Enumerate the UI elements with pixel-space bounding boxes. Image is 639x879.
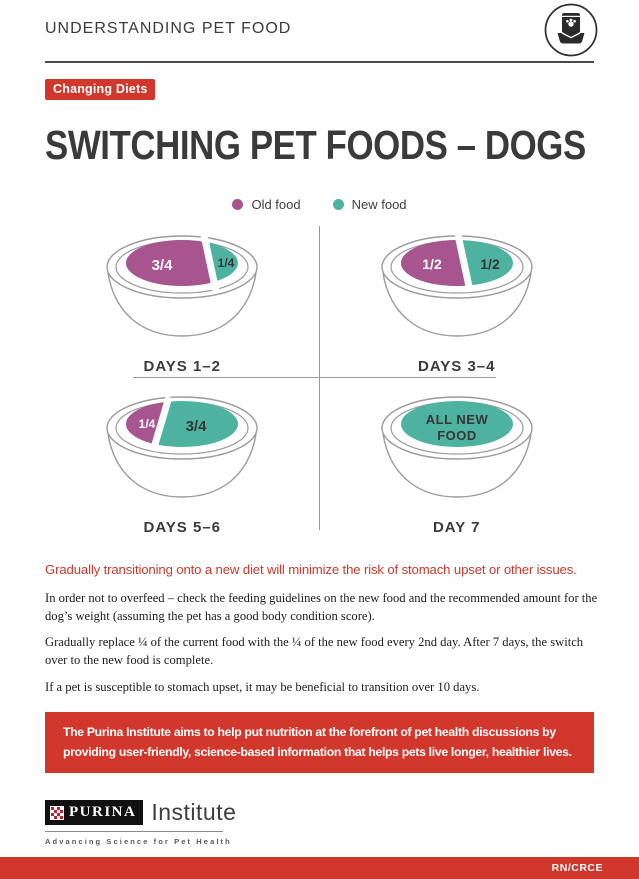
paragraph-susceptible: If a pet is susceptible to stomach upset… xyxy=(45,679,480,694)
lead-sentence: Gradually transitioning onto a new diet … xyxy=(45,562,577,577)
paragraph-overfeed: In order not to overfeed – check the fee… xyxy=(45,591,598,623)
all-new-food-line1: ALL NEW xyxy=(426,412,489,427)
bowl-diagram-grid: 3/4 1/4 DAYS 1–2 1/2 1/2 xyxy=(45,218,594,540)
bowl-illustration-day-7: ALL NEW FOOD xyxy=(381,396,533,498)
fraction-new: 1/2 xyxy=(480,256,500,272)
institute-wordmark: Institute xyxy=(151,799,237,825)
body-text: In order not to overfeed – check the fee… xyxy=(45,590,599,705)
purina-wordmark: PURINA xyxy=(69,804,137,820)
section-badge: Changing Diets xyxy=(45,79,156,100)
bottom-bar: RN/CRCE xyxy=(0,857,639,879)
fraction-old: 1/4 xyxy=(139,417,156,431)
legend-item-old-food: Old food xyxy=(232,197,301,212)
fraction-new: 1/4 xyxy=(218,256,235,270)
bowl-illustration-days-3-4: 1/2 1/2 xyxy=(381,234,533,337)
bowl-caption: DAYS 3–4 xyxy=(418,358,496,375)
old-food-dot-icon xyxy=(232,199,244,210)
header-divider xyxy=(45,61,594,63)
grid-divider-horizontal xyxy=(133,377,496,378)
purina-institute-callout: The Purina Institute aims to help put nu… xyxy=(45,712,594,774)
bowl-caption: DAYS 5–6 xyxy=(143,519,221,536)
fraction-old: 3/4 xyxy=(152,257,174,274)
grid-divider-vertical xyxy=(319,226,320,530)
page-title: SWITCHING PET FOODS – DOGS xyxy=(45,122,586,168)
purina-checkerboard-icon xyxy=(50,805,64,820)
legend: Old food New food xyxy=(0,197,639,212)
document-code: RN/CRCE xyxy=(551,862,603,874)
all-new-food-line2: FOOD xyxy=(437,428,477,443)
purina-institute-logo: PURINA Institute Advancing Science for P… xyxy=(45,799,236,846)
bowl-days-3-4: 1/2 1/2 DAYS 3–4 xyxy=(320,218,595,379)
pet-food-bag-and-bowl-icon xyxy=(544,3,598,57)
bowl-illustration-days-5-6: 1/4 3/4 xyxy=(106,396,258,498)
fraction-old: 1/2 xyxy=(422,256,442,272)
bowl-caption: DAYS 1–2 xyxy=(143,358,221,375)
header-title: UNDERSTANDING PET FOOD xyxy=(45,20,292,37)
bowl-day-7: ALL NEW FOOD DAY 7 xyxy=(320,379,595,540)
paragraph-replace: Gradually replace ¼ of the current food … xyxy=(45,635,584,668)
legend-label-new: New food xyxy=(351,197,407,212)
legend-label-old: Old food xyxy=(251,197,301,212)
brand-divider xyxy=(45,831,223,832)
legend-item-new-food: New food xyxy=(332,197,407,212)
brand-row: PURINA Institute xyxy=(45,799,236,826)
bowl-illustration-days-1-2: 3/4 1/4 xyxy=(106,234,258,337)
fraction-new: 3/4 xyxy=(186,418,208,435)
brand-tagline: Advancing Science for Pet Health xyxy=(45,837,232,846)
bowl-caption: DAY 7 xyxy=(432,519,481,536)
purina-logo-box: PURINA xyxy=(45,800,144,825)
bowl-days-1-2: 3/4 1/4 DAYS 1–2 xyxy=(45,218,320,379)
new-food-dot-icon xyxy=(332,199,344,210)
bowl-days-5-6: 1/4 3/4 DAYS 5–6 xyxy=(45,379,320,540)
